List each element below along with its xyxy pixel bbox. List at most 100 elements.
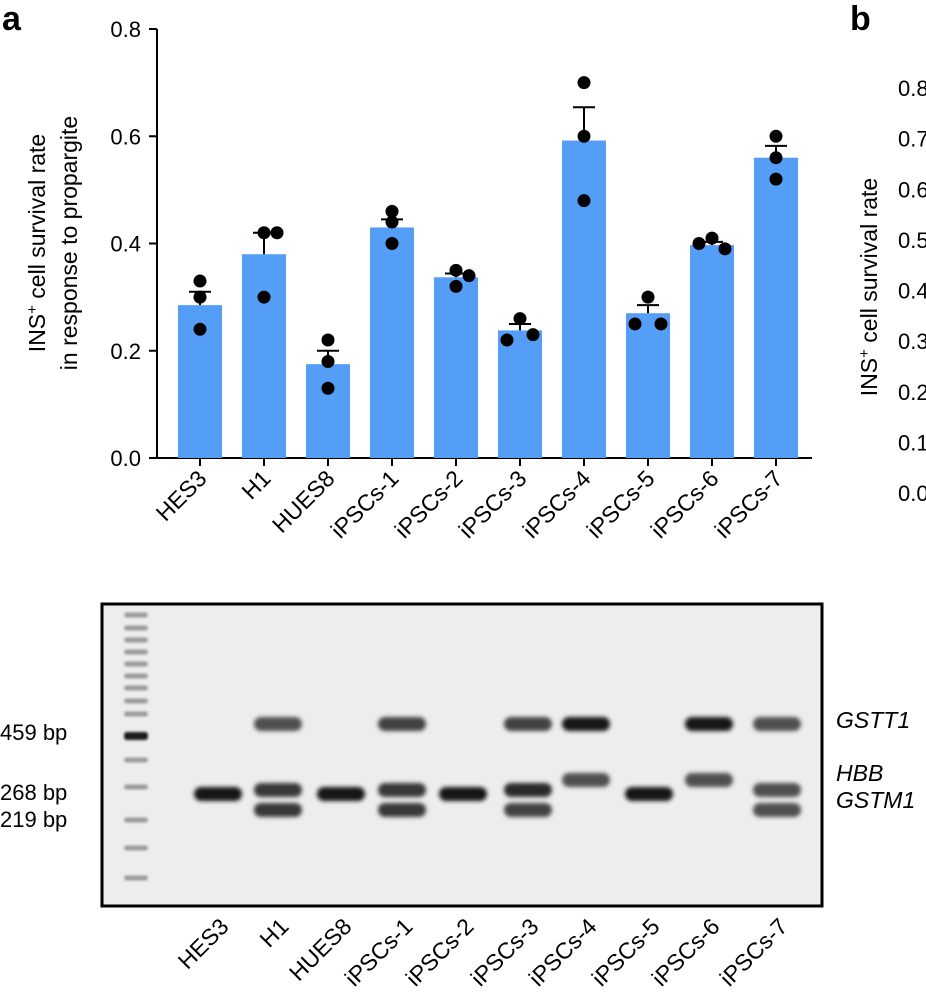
data-point-ipscs-5-1 [641, 290, 655, 304]
ladder-band-11 [124, 757, 148, 763]
data-point-ipscs-2-3 [449, 279, 463, 293]
gel-band-hbb-hes3 [194, 787, 242, 801]
data-point-ipscs-6-2 [718, 242, 732, 256]
category-label-ipscs-3: iPSCs-3 [453, 465, 531, 543]
data-point-h1-3 [257, 290, 271, 304]
data-point-ipscs-6-1 [705, 231, 719, 245]
data-point-ipscs-5-3 [628, 317, 642, 331]
data-point-ipscs-7-1 [769, 129, 783, 143]
data-points [193, 76, 783, 395]
ladder-band-2 [124, 625, 148, 631]
ladder-band-3 [124, 637, 148, 643]
gel-lane-label-ipscs-7: iPSCs-7 [714, 913, 792, 991]
panel-b-tick-label-5: 0.5 [898, 228, 926, 253]
panel-b-tick-label-3: 0.3 [898, 329, 926, 354]
gene-label-gstt1: GSTT1 [836, 707, 910, 733]
gel-band-gstm1-ipscs-1 [378, 803, 426, 817]
gel-lane-label-ipscs-2: iPSCs-2 [400, 913, 478, 991]
gel-band-hbb-ipscs-6 [685, 773, 733, 787]
y-axis-title-sup: + [24, 305, 41, 314]
data-point-ipscs-7-2 [769, 151, 783, 165]
bar-ipscs-7 [754, 157, 798, 458]
data-point-ipscs-4-3 [577, 194, 591, 208]
gel-band-gstt1-ipscs-6 [685, 717, 733, 731]
ladder-band-8 [124, 698, 148, 704]
y-tick-label-2: 0.4 [110, 232, 141, 257]
data-point-hes3-2 [193, 290, 207, 304]
gel-lane-label-ipscs-6: iPSCs-6 [646, 913, 724, 991]
ladder-band-14 [124, 845, 148, 851]
bar-h1 [242, 254, 286, 458]
category-label-ipscs-5: iPSCs-5 [581, 465, 659, 543]
y-axis-title-line1: INS+ cell survival rate [24, 134, 51, 352]
category-label-ipscs-6: iPSCs-6 [645, 465, 723, 543]
gene-label-hbb: HBB [836, 760, 883, 786]
panel-b-tick-label-6: 0.6 [898, 177, 926, 202]
panel-b-tick-label-8: 0.8 [898, 76, 926, 101]
ladder-band-4 [124, 649, 148, 655]
gel-band-hbb-ipscs-5 [625, 787, 673, 801]
ladder-bands [124, 612, 148, 881]
ladder-band-12 [124, 784, 148, 790]
panel-b-y-title-rest: cell survival rate [856, 178, 882, 349]
gel-lane-label-h1: H1 [254, 913, 293, 952]
gel-panel: 459 bp 268 bp 219 bp GSTT1 HBB GSTM1 HES… [0, 602, 915, 991]
category-labels: HES3 H1HUES8iPSCs-1iPSCs-2iPSCs-3iPSCs-4i… [151, 465, 788, 543]
data-point-hes3-3 [193, 322, 207, 336]
ladder-band-7 [124, 685, 148, 691]
gene-label-gstm1: GSTM1 [836, 787, 915, 813]
data-point-ipscs-1-1 [385, 237, 399, 250]
data-point-ipscs-3-3 [500, 333, 514, 347]
data-point-hues8-3 [321, 381, 335, 395]
category-label-hes3: HES3 [151, 465, 212, 526]
gel-band-hbb-ipscs-4 [562, 773, 610, 787]
ladder-band-1 [124, 612, 148, 618]
bars [178, 140, 798, 459]
ladder-band-15 [124, 875, 148, 881]
data-point-ipscs-3-1 [513, 312, 527, 326]
bar-ipscs-3 [498, 330, 542, 458]
data-point-ipscs-4-1 [577, 76, 591, 90]
band-label-459bp: 459 bp [0, 720, 67, 745]
gel-band-gstt1-ipscs-1 [378, 717, 426, 731]
bar-ipscs-6 [690, 245, 734, 458]
gel-band-gstt1-h1 [254, 717, 302, 731]
y-tick-label-1: 0.2 [110, 339, 141, 364]
data-point-ipscs-1-3 [385, 215, 399, 229]
ladder-band-10 [124, 732, 148, 740]
gel-band-hbb-ipscs-1 [378, 783, 426, 797]
band-label-219bp: 219 bp [0, 807, 67, 832]
y-axis-title-rest: cell survival rate [24, 134, 50, 305]
ladder-band-9 [124, 711, 148, 717]
category-label-ipscs-1: iPSCs-1 [325, 465, 403, 543]
y-tick-label-4: 0.8 [110, 17, 141, 42]
gel-band-gstm1-ipscs-3 [504, 803, 552, 817]
data-point-ipscs-2-1 [449, 263, 463, 277]
y-tick-label-0: 0.0 [110, 446, 141, 471]
category-label-h1: H1 [236, 465, 275, 504]
data-point-ipscs-7-3 [769, 172, 783, 186]
gel-band-hbb-ipscs-2 [439, 787, 487, 801]
y-axis-title-line2: in response to propargite [56, 116, 82, 370]
data-point-hues8-2 [321, 354, 335, 368]
category-label-ipscs-4: iPSCs-4 [517, 465, 595, 543]
panel-b-y-title-sup: + [856, 349, 873, 358]
gel-band-hbb-ipscs-3 [504, 783, 552, 797]
bar-ipscs-5 [626, 313, 670, 458]
ladder-band-5 [124, 661, 148, 667]
data-point-ipscs-4-2 [577, 129, 591, 143]
panel-b-y-axis-title: INS+ cell survival rate [856, 178, 883, 396]
panel-b-y-title-main: INS [856, 358, 882, 396]
ladder-band-6 [124, 673, 148, 679]
data-point-h1-2 [270, 226, 284, 240]
bar-ipscs-1 [370, 227, 414, 458]
panel-b-tick-label-4: 0.4 [898, 279, 926, 304]
panel-b-tick-label-2: 0.2 [898, 380, 926, 405]
data-point-ipscs-2-2 [462, 269, 476, 283]
bar-chart: 0.00.20.40.60.8 HES3 H1HUES8iPSCs-1iPSCs-… [24, 17, 812, 543]
data-point-ipscs-3-2 [526, 328, 540, 342]
gel-band-hbb-ipscs-7 [753, 783, 801, 797]
y-ticks: 0.0 0.2 0.4 0.6 0.8 [110, 17, 157, 471]
gel-background [100, 602, 824, 908]
